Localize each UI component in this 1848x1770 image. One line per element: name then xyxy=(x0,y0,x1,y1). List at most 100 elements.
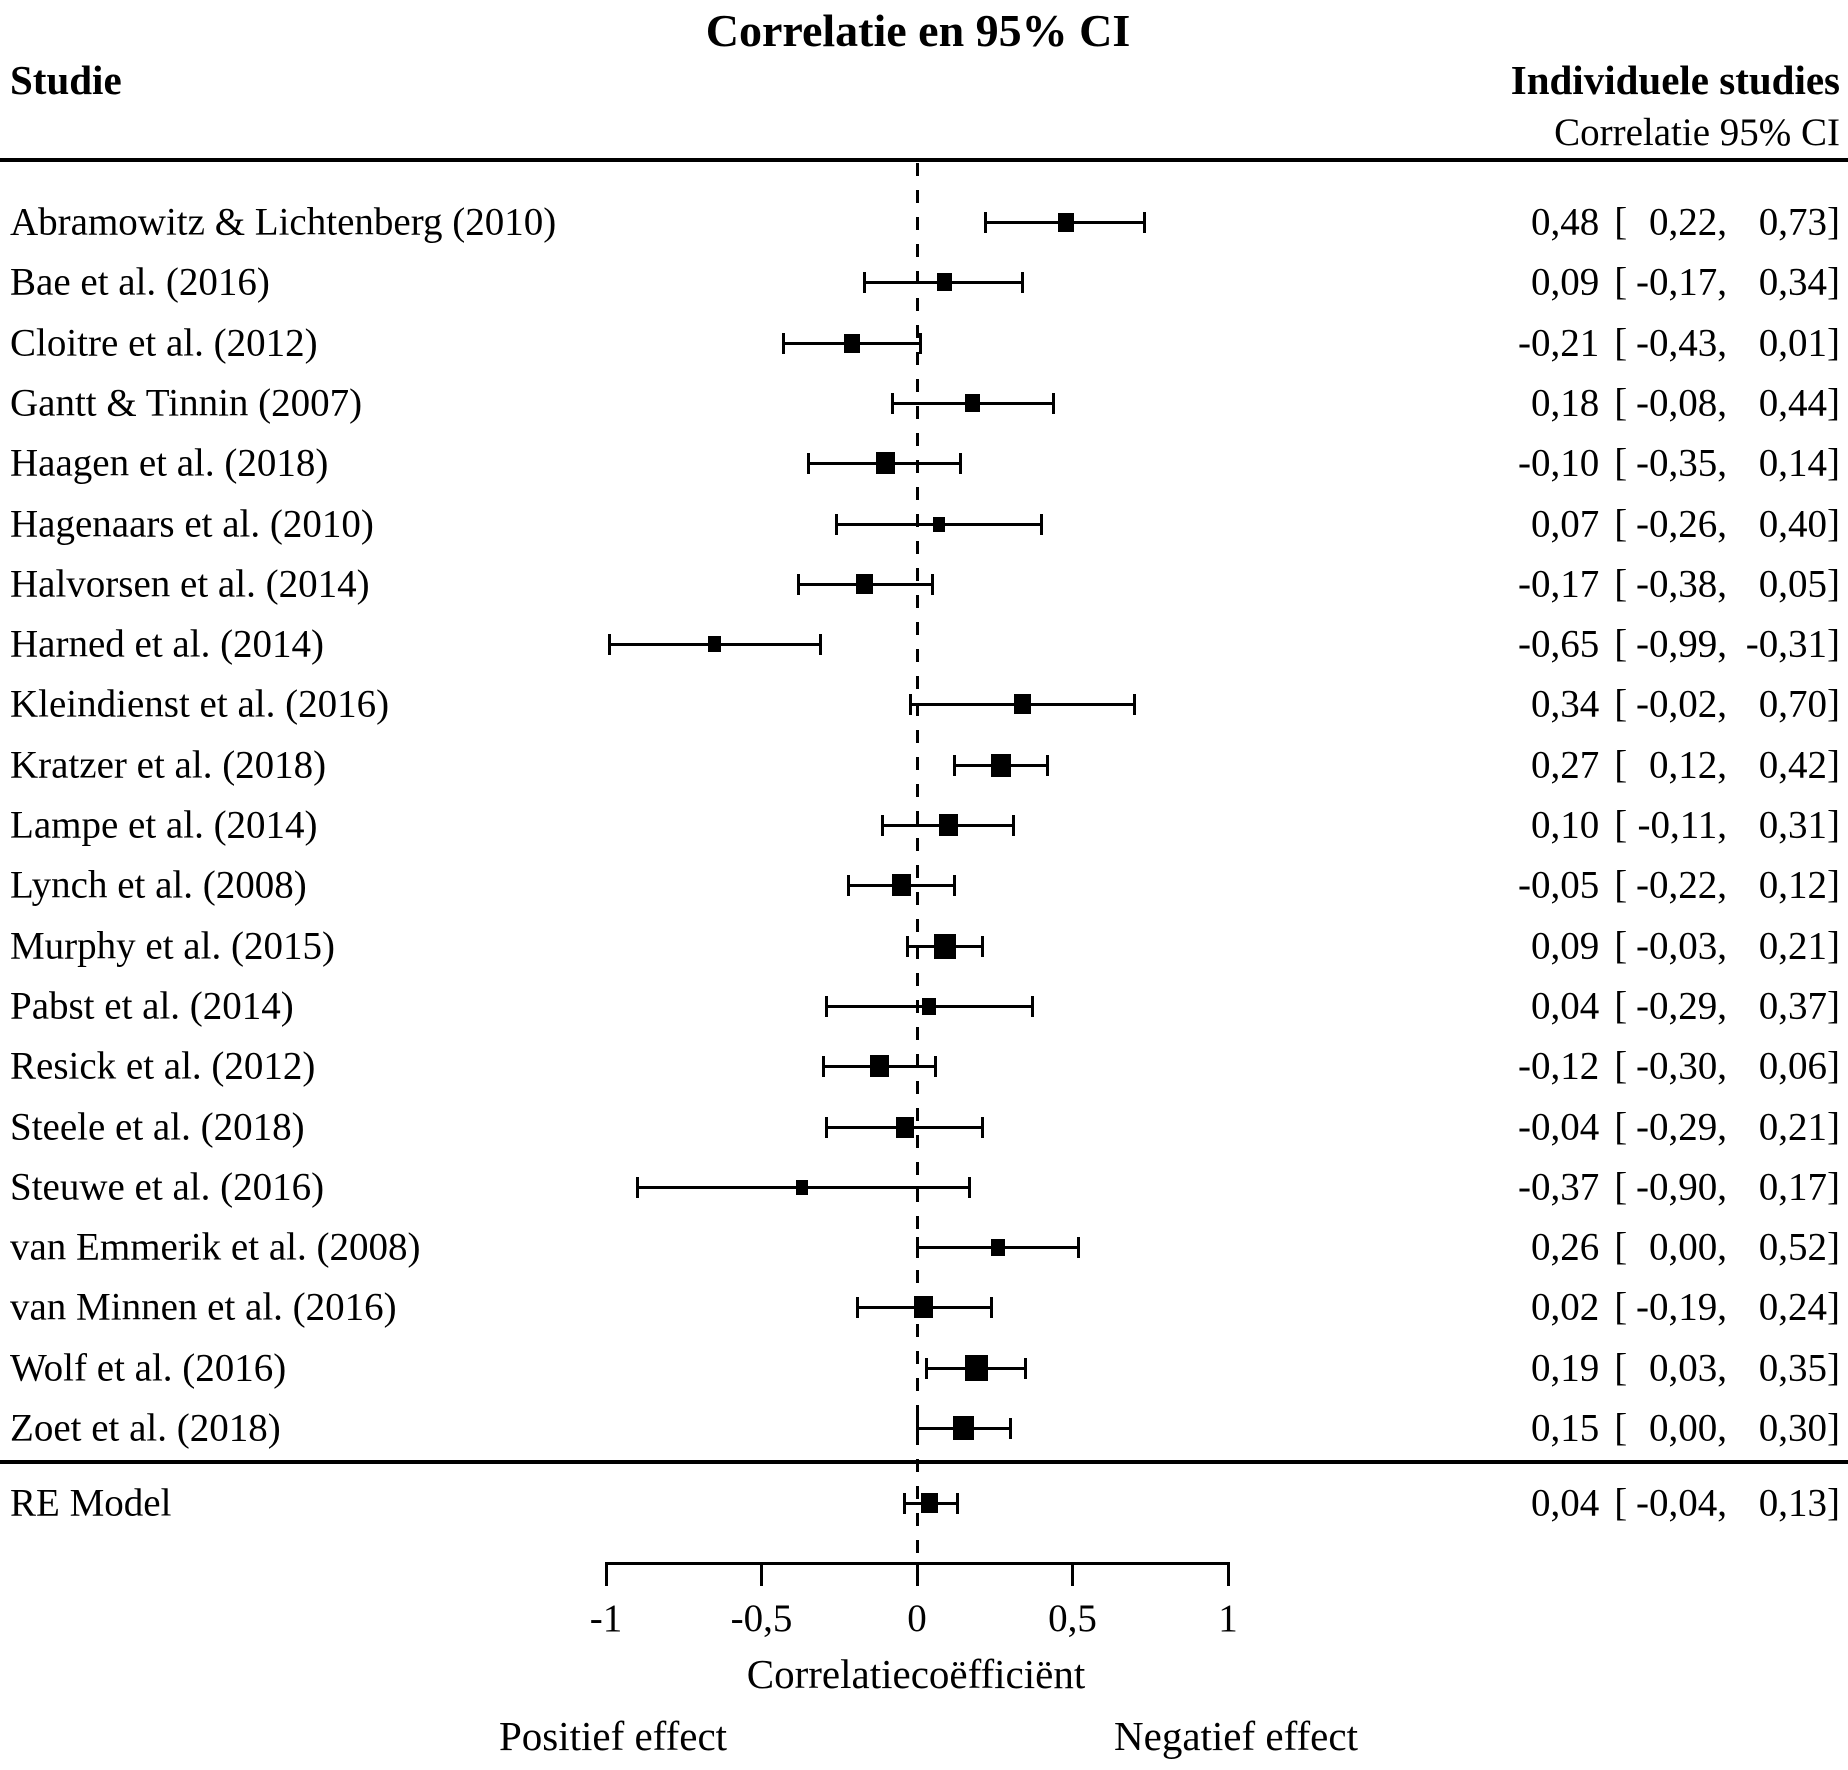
ci-cap-left xyxy=(952,754,956,776)
estimate-value: 0,34 xyxy=(1531,682,1600,726)
ci-value: , xyxy=(1717,200,1727,244)
ci-cap-right xyxy=(1052,392,1056,414)
value-text: -0,04 [-0,29, 0,21] xyxy=(1483,1105,1840,1150)
x-axis-tick xyxy=(1226,1562,1230,1586)
ci-value: -0,22 xyxy=(1636,863,1718,907)
study-label: RE Model xyxy=(10,1481,172,1525)
value-text: -0,05 [-0,22, 0,12] xyxy=(1483,863,1840,908)
x-axis-tick xyxy=(604,1562,608,1586)
estimate-value: 0,18 xyxy=(1531,381,1600,425)
ci-value: 0,00 xyxy=(1649,1225,1718,1269)
study-label: Resick et al. (2012) xyxy=(10,1044,316,1088)
ci-value: [ xyxy=(1614,260,1628,304)
x-axis-tick xyxy=(915,1562,919,1586)
point-marker xyxy=(913,1296,933,1318)
estimate-value: 0,04 xyxy=(1531,984,1600,1028)
study-label: Lampe et al. (2014) xyxy=(10,803,318,847)
point-marker xyxy=(937,273,953,291)
ci-value: -0,19 xyxy=(1636,1285,1718,1329)
value-text: 0,04 [-0,04, 0,13] xyxy=(1483,1481,1840,1526)
ci-value: , xyxy=(1717,863,1727,907)
ci-value: , xyxy=(1717,682,1727,726)
point-marker xyxy=(1014,694,1032,714)
value-text: 0,10 [-0,11, 0,31] xyxy=(1483,803,1840,848)
ci-value: 0,03 xyxy=(1649,1346,1718,1390)
ci-cap-left xyxy=(847,874,851,896)
ci-value: [ xyxy=(1614,984,1628,1028)
ci-value: 0,37 xyxy=(1758,984,1827,1028)
estimate-value: 0,09 xyxy=(1531,260,1600,304)
zero-reference-line xyxy=(916,163,919,1562)
estimate-value: 0,26 xyxy=(1531,1225,1600,1269)
point-marker xyxy=(895,1116,914,1138)
estimate-value: 0,27 xyxy=(1531,743,1600,787)
chart-title: Correlatie en 95% CI xyxy=(705,5,1131,56)
study-label: Lynch et al. (2008) xyxy=(10,863,307,907)
ci-value: 0,00 xyxy=(1649,1406,1718,1450)
ci-value: ] xyxy=(1827,1165,1840,1209)
ci-cap-right xyxy=(980,1116,984,1138)
point-marker xyxy=(933,933,956,959)
estimate-value: -0,10 xyxy=(1518,441,1600,485)
x-axis-tick-label: 0,5 xyxy=(1048,1597,1097,1640)
ci-value: 0,30 xyxy=(1758,1406,1827,1450)
study-label: Kratzer et al. (2018) xyxy=(10,743,327,787)
study-label: Haagen et al. (2018) xyxy=(10,441,329,485)
value-text: 0,15 [0,00, 0,30] xyxy=(1483,1406,1840,1451)
estimate-value: 0,48 xyxy=(1531,200,1600,244)
ci-value: ] xyxy=(1827,562,1840,606)
study-label: Murphy et al. (2015) xyxy=(10,924,335,968)
ci-value: ] xyxy=(1827,1105,1840,1149)
ci-value: -0,08 xyxy=(1636,381,1718,425)
ci-value: ] xyxy=(1827,321,1840,365)
ci-cap-right xyxy=(1030,995,1034,1017)
ci-cap-right xyxy=(959,452,963,474)
value-text: 0,09 [-0,03, 0,21] xyxy=(1483,924,1840,969)
ci-value: -0,29 xyxy=(1636,984,1718,1028)
point-marker xyxy=(938,814,958,836)
ci-value: ] xyxy=(1827,1285,1840,1329)
ci-cap-left xyxy=(856,1296,860,1318)
x-axis-tick-label: 1 xyxy=(1218,1597,1238,1640)
point-marker xyxy=(932,516,945,532)
ci-cap-right xyxy=(952,874,956,896)
ci-value: -0,03 xyxy=(1636,924,1718,968)
ci-value: -0,04 xyxy=(1636,1481,1718,1525)
value-text: 0,19 [0,03, 0,35] xyxy=(1483,1346,1840,1391)
ci-cap-left xyxy=(635,1176,639,1198)
x-axis-tick xyxy=(760,1562,763,1586)
ci-cap-left xyxy=(607,633,611,655)
ci-value: [ xyxy=(1614,321,1628,365)
ci-cap-right xyxy=(918,332,922,354)
ci-cap-right xyxy=(819,633,823,655)
ci-value: 0,22 xyxy=(1649,200,1718,244)
study-label: Halvorsen et al. (2014) xyxy=(10,562,370,606)
value-text: -0,17 [-0,38, 0,05] xyxy=(1483,562,1840,607)
ci-value: ] xyxy=(1827,622,1840,666)
ci-value: , xyxy=(1717,1165,1727,1209)
ci-value: [ xyxy=(1614,200,1628,244)
estimate-value: 0,07 xyxy=(1531,502,1600,546)
value-text: 0,34 [-0,02, 0,70] xyxy=(1483,682,1840,727)
ci-cap-right xyxy=(1024,1357,1028,1379)
point-marker xyxy=(795,1179,808,1195)
value-text: -0,10 [-0,35, 0,14] xyxy=(1483,441,1840,486)
ci-value: [ xyxy=(1614,803,1628,847)
ci-cap-left xyxy=(834,513,838,535)
ci-value: 0,73 xyxy=(1758,200,1827,244)
ci-cap-left xyxy=(909,693,913,715)
ci-cap-right xyxy=(1142,211,1146,233)
ci-value: 0,70 xyxy=(1758,682,1827,726)
value-text: -0,21 [-0,43, 0,01] xyxy=(1483,321,1840,366)
point-marker xyxy=(891,874,911,896)
ci-value: , xyxy=(1717,1044,1727,1088)
ci-value: ] xyxy=(1827,803,1840,847)
ci-cap-right xyxy=(1039,513,1043,535)
ci-cap-right xyxy=(990,1296,994,1318)
ci-value: ] xyxy=(1827,200,1840,244)
ci-value: , xyxy=(1717,1481,1727,1525)
estimate-value: -0,65 xyxy=(1518,622,1600,666)
ci-value: ] xyxy=(1827,1225,1840,1269)
ci-value: [ xyxy=(1614,1225,1628,1269)
study-label: Steele et al. (2018) xyxy=(10,1105,305,1149)
